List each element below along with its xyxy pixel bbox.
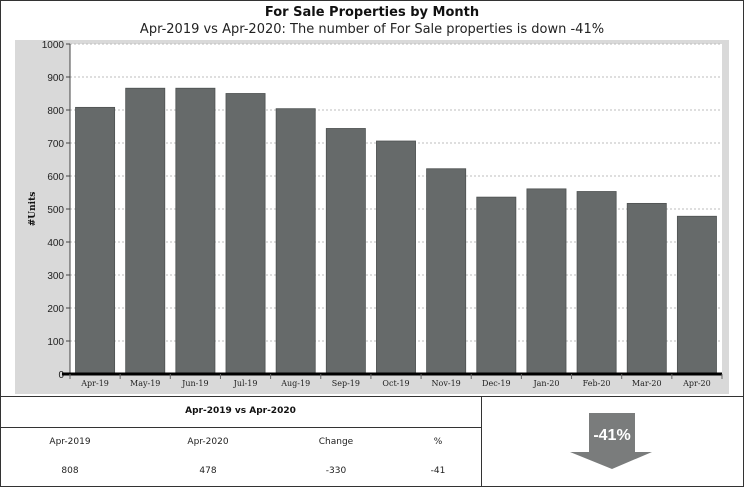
x-tick-label: Nov-19 <box>432 379 461 388</box>
bar-chart: 0 100 200 300 400 500 600 700 800 900 1000 #Units Ap… <box>28 40 723 388</box>
bar-dec-19 <box>476 196 517 375</box>
summary-section: Apr-2019 vs Apr-2020 Apr-2019 Apr-2020 C… <box>0 396 744 487</box>
bar-jan-20 <box>526 188 567 375</box>
x-tick-label: Jul-19 <box>233 379 258 388</box>
chart-title: For Sale Properties by Month <box>264 5 480 20</box>
x-tick-label: Apr-19 <box>80 379 109 388</box>
value-change: -330 <box>325 466 347 476</box>
y-tick-label: 200 <box>47 304 64 315</box>
down-arrow-icon <box>570 413 652 469</box>
header-apr-2020: Apr-2020 <box>187 437 229 447</box>
y-tick-label: 100 <box>47 337 64 348</box>
change-percent-label: -41% <box>593 427 630 444</box>
bar-nov-19 <box>426 168 467 375</box>
x-tick-label: Dec-19 <box>482 379 511 388</box>
y-tick-label: 300 <box>47 271 64 282</box>
y-tick-label: 700 <box>47 139 64 150</box>
bar-jul-19 <box>225 93 266 375</box>
comparison-table: Apr-2019 vs Apr-2020 Apr-2019 Apr-2020 C… <box>0 396 482 486</box>
y-tick-label: 0 <box>58 370 64 381</box>
value-apr-2019: 808 <box>61 466 79 476</box>
bar-apr-19 <box>75 106 116 375</box>
y-axis-label: #Units <box>28 192 38 227</box>
chart-subtitle: Apr-2019 vs Apr-2020: The number of For … <box>139 22 605 37</box>
y-tick-label: 500 <box>47 205 64 216</box>
x-tick-label: Sep-19 <box>332 379 360 388</box>
x-tick-label: Aug-19 <box>280 379 310 388</box>
header-percent: % <box>433 437 443 447</box>
value-apr-2020: 478 <box>199 466 217 476</box>
table-divider <box>0 427 481 428</box>
x-tick-label: Jan-20 <box>532 379 559 388</box>
x-tick-label: Oct-19 <box>382 379 409 388</box>
bar-jun-19 <box>175 87 216 375</box>
x-tick-label: Apr-20 <box>682 379 711 388</box>
value-percent: -41 <box>430 466 446 476</box>
header-apr-2019: Apr-2019 <box>49 437 91 447</box>
y-tick-label: 1000 <box>42 40 65 51</box>
x-tick-label: Mar-20 <box>632 379 662 388</box>
y-tick-label: 400 <box>47 238 64 249</box>
y-tick-label: 800 <box>47 106 64 117</box>
y-tick-label: 900 <box>47 73 64 84</box>
change-indicator: -41% <box>482 396 743 486</box>
bar-sep-19 <box>325 128 366 375</box>
bar-mar-20 <box>626 202 667 375</box>
x-tick-label: May-19 <box>130 379 160 388</box>
comparison-title: Apr-2019 vs Apr-2020 <box>185 406 296 416</box>
header-change: Change <box>318 437 354 447</box>
bar-aug-19 <box>275 108 316 375</box>
y-tick-label: 600 <box>47 172 64 183</box>
x-tick-label: Jun-19 <box>181 379 208 388</box>
x-tick-label: Feb-20 <box>583 379 611 388</box>
bar-feb-20 <box>576 191 617 375</box>
bar-apr-20 <box>676 215 717 375</box>
bar-may-19 <box>125 87 166 375</box>
bar-oct-19 <box>376 140 416 375</box>
